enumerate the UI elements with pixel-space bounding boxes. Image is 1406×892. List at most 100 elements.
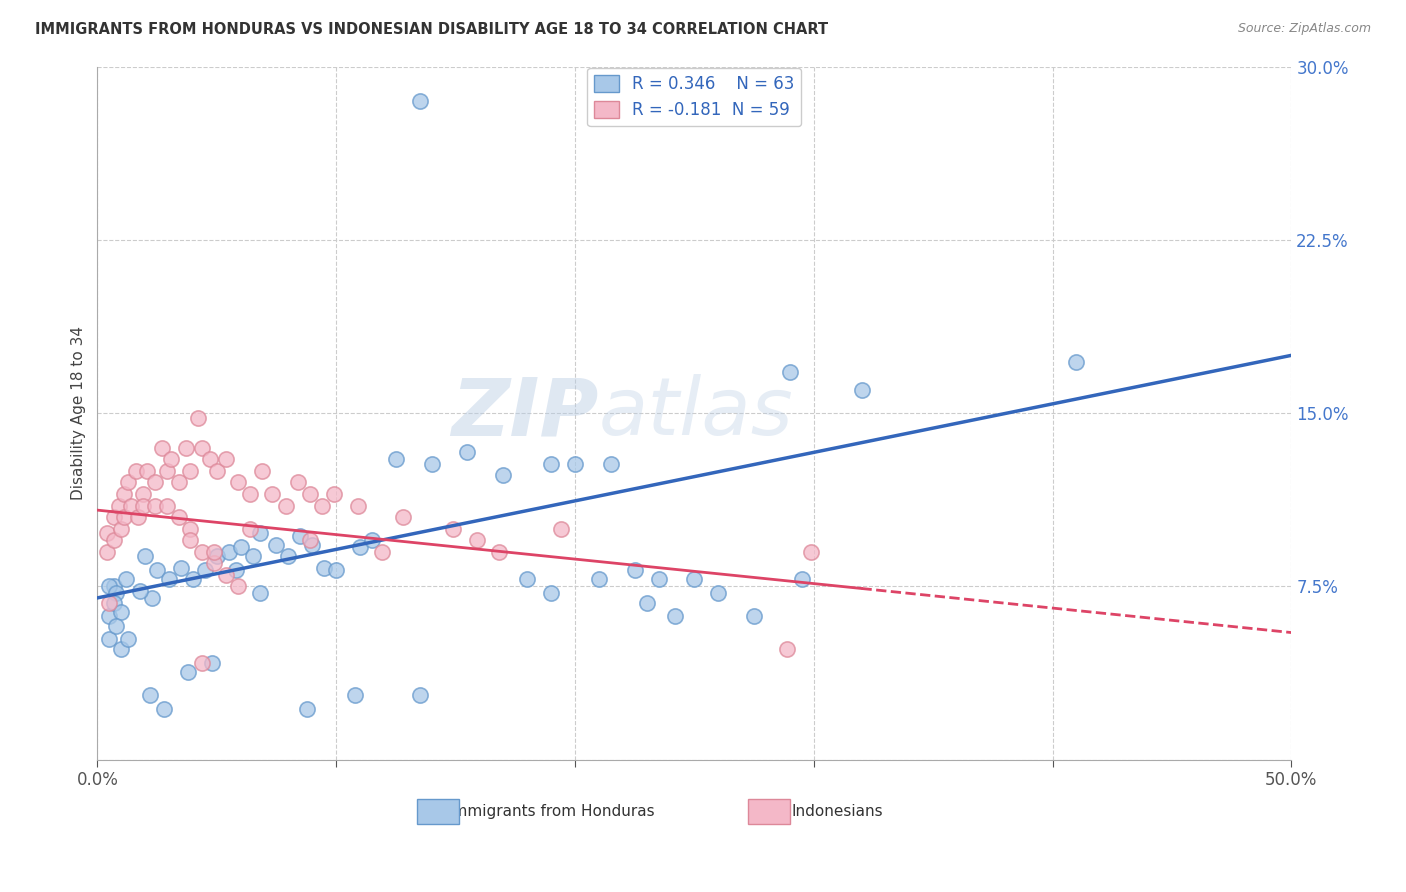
Point	[191, 545, 214, 559]
Point	[205, 549, 228, 564]
Point	[225, 563, 247, 577]
Point	[191, 441, 214, 455]
Point	[194, 563, 217, 577]
Point	[132, 499, 155, 513]
Point	[139, 688, 162, 702]
Point	[226, 579, 249, 593]
Point	[136, 464, 159, 478]
Point	[540, 457, 562, 471]
Point	[344, 688, 367, 702]
Point	[301, 538, 323, 552]
Point	[218, 545, 240, 559]
Point	[488, 545, 510, 559]
Point	[134, 549, 156, 564]
Point	[157, 573, 180, 587]
Y-axis label: Disability Age 18 to 34: Disability Age 18 to 34	[72, 326, 86, 500]
Point	[239, 487, 262, 501]
Point	[742, 609, 765, 624]
Point	[314, 561, 336, 575]
Point	[167, 475, 190, 490]
Point	[146, 563, 169, 577]
Point	[179, 522, 201, 536]
Legend: R = 0.346    N = 63, R = -0.181  N = 59: R = 0.346 N = 63, R = -0.181 N = 59	[588, 68, 801, 126]
Point	[96, 545, 118, 559]
Point	[141, 591, 163, 605]
Point	[420, 457, 443, 471]
Point	[298, 487, 321, 501]
Point	[456, 445, 478, 459]
Point	[127, 510, 149, 524]
Point	[250, 464, 273, 478]
Point	[117, 475, 139, 490]
Point	[110, 522, 132, 536]
Point	[103, 595, 125, 609]
Point	[707, 586, 730, 600]
Point	[201, 656, 224, 670]
Point	[779, 365, 801, 379]
Point	[266, 538, 288, 552]
Text: Immigrants from Honduras: Immigrants from Honduras	[447, 804, 654, 819]
Point	[277, 549, 299, 564]
Point	[664, 609, 686, 624]
Point	[187, 410, 209, 425]
Point	[155, 499, 177, 513]
Point	[179, 464, 201, 478]
Point	[550, 522, 572, 536]
Point	[170, 561, 193, 575]
Point	[564, 457, 586, 471]
Point	[215, 567, 238, 582]
Point	[239, 522, 262, 536]
Point	[96, 526, 118, 541]
Point	[297, 702, 319, 716]
Point	[647, 573, 669, 587]
Point	[150, 441, 173, 455]
Point	[181, 573, 204, 587]
Point	[242, 549, 264, 564]
Text: Source: ZipAtlas.com: Source: ZipAtlas.com	[1237, 22, 1371, 36]
Point	[117, 632, 139, 647]
Point	[851, 383, 873, 397]
Point	[105, 618, 128, 632]
Point	[110, 641, 132, 656]
Point	[229, 540, 252, 554]
Point	[215, 452, 238, 467]
Point	[108, 499, 131, 513]
Point	[153, 702, 176, 716]
Point	[103, 510, 125, 524]
Point	[98, 632, 121, 647]
Point	[274, 499, 297, 513]
Point	[105, 586, 128, 600]
Point	[205, 464, 228, 478]
Point	[202, 545, 225, 559]
Point	[115, 573, 138, 587]
Point	[790, 573, 813, 587]
Point	[160, 452, 183, 467]
Point	[198, 452, 221, 467]
Point	[112, 510, 135, 524]
Point	[298, 533, 321, 548]
Point	[179, 533, 201, 548]
Point	[174, 441, 197, 455]
Point	[588, 573, 610, 587]
Point	[124, 464, 146, 478]
Point	[249, 586, 271, 600]
Point	[290, 528, 312, 542]
Point	[385, 452, 408, 467]
Point	[346, 499, 368, 513]
Point	[103, 579, 125, 593]
Point	[349, 540, 371, 554]
Point	[623, 563, 645, 577]
Point	[260, 487, 283, 501]
Point	[322, 487, 344, 501]
Point	[465, 533, 488, 548]
Point	[492, 468, 515, 483]
Point	[683, 573, 706, 587]
Point	[103, 533, 125, 548]
Point	[311, 499, 333, 513]
Point	[370, 545, 392, 559]
Point	[202, 556, 225, 570]
Text: atlas: atlas	[599, 374, 793, 452]
Point	[409, 95, 432, 109]
Point	[776, 641, 799, 656]
Point	[143, 475, 166, 490]
